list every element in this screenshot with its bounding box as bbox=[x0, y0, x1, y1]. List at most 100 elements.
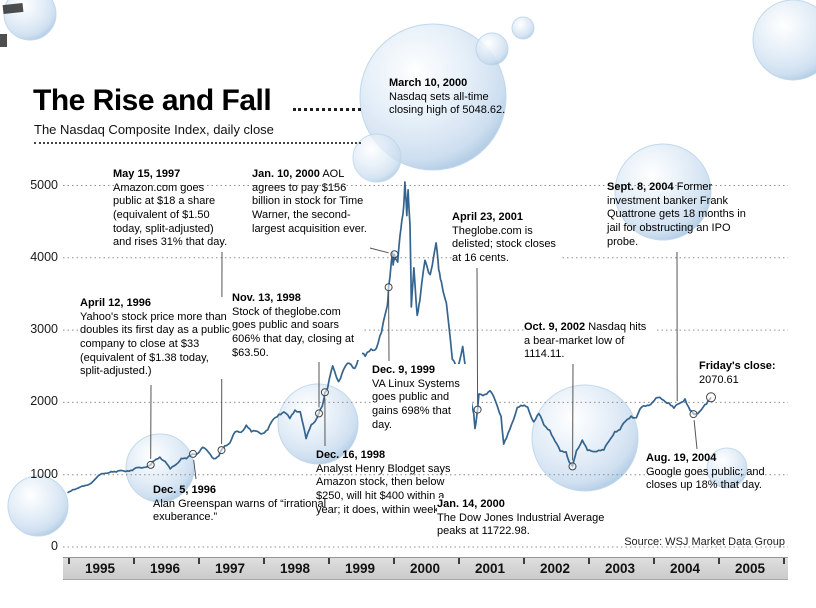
x-tick-mark bbox=[587, 558, 590, 564]
chart-subtitle: The Nasdaq Composite Index, daily close bbox=[34, 122, 274, 137]
event-marker bbox=[146, 460, 155, 469]
annotation-aug-2004: Aug. 19, 2004 Google goes public; and cl… bbox=[646, 452, 786, 493]
bubble-icon bbox=[706, 447, 748, 489]
annotation-date: Jan. 14, 2000 bbox=[437, 498, 505, 510]
x-tick-label: 1997 bbox=[214, 561, 246, 576]
annotation-text: Nasdaq sets all-time closing high of 504… bbox=[389, 90, 506, 117]
bubble-icon bbox=[614, 143, 712, 241]
x-tick-mark bbox=[67, 558, 70, 564]
x-tick-label: 2003 bbox=[604, 561, 636, 576]
annotation-text: 2070.61 bbox=[699, 373, 739, 386]
annotation-mar-10-2000: March 10, 2000 Nasdaq sets all-time clos… bbox=[389, 77, 511, 118]
bubble-icon bbox=[352, 133, 402, 183]
x-tick-mark bbox=[132, 558, 135, 564]
annotation-text: The Dow Jones Industrial Average peaks a… bbox=[437, 511, 605, 538]
x-tick-label: 1998 bbox=[279, 561, 311, 576]
x-tick-mark bbox=[652, 558, 655, 564]
annotation-date: April 12, 1996 bbox=[80, 297, 151, 309]
annotation-jan-14-2000: Jan. 14, 2000 The Dow Jones Industrial A… bbox=[437, 498, 617, 539]
annotation-text: Theglobe.com is delisted; stock closes a… bbox=[452, 224, 556, 264]
x-tick-label: 1999 bbox=[344, 561, 376, 576]
event-connector-line bbox=[193, 459, 197, 480]
x-tick-label: 1996 bbox=[149, 561, 181, 576]
annotation-fridays-close: Friday's close: 2070.61 bbox=[699, 360, 794, 387]
annotation-date: Friday's close: bbox=[699, 360, 776, 372]
x-tick-label: 2001 bbox=[474, 561, 506, 576]
annotation-date: March 10, 2000 bbox=[389, 77, 468, 89]
x-tick-mark bbox=[782, 558, 785, 564]
event-marker bbox=[189, 449, 197, 458]
annotation-may-1997: May 15, 1997 Amazon.com goes public at $… bbox=[113, 168, 233, 250]
annotation-date: Jan. 10, 2000 bbox=[252, 168, 320, 180]
annotation-text: Google goes public; and closes up 18% th… bbox=[646, 465, 765, 492]
annotation-text: VA Linux Systems goes public and gains 6… bbox=[372, 377, 460, 431]
bubble-icon bbox=[359, 23, 507, 171]
annotation-oct-2002: Oct. 9, 2002 Nasdaq hits a bear-market l… bbox=[524, 321, 654, 362]
bubble-icon bbox=[475, 32, 509, 66]
x-tick-mark bbox=[457, 558, 460, 564]
x-tick-label: 2000 bbox=[409, 561, 441, 576]
x-axis-band: 1995 1996 1997 1998 1999 2000 2001 2002 2003 2004… bbox=[63, 557, 788, 580]
annotation-date: April 23, 2001 bbox=[452, 211, 523, 223]
x-tick-mark bbox=[392, 558, 395, 564]
source-credit: Source: WSJ Market Data Group bbox=[624, 536, 785, 548]
bubble-decorations bbox=[3, 0, 816, 537]
annotation-date: Nov. 13, 1998 bbox=[232, 292, 301, 304]
bubble-icon bbox=[511, 16, 535, 40]
annotation-date: Dec. 5, 1996 bbox=[153, 484, 216, 496]
annotation-dec-1999: Dec. 9, 1999 VA Linux Systems goes publi… bbox=[372, 364, 472, 433]
annotation-date: Aug. 19, 2004 bbox=[646, 452, 717, 464]
event-marker bbox=[315, 409, 323, 418]
x-tick-label: 2002 bbox=[539, 561, 571, 576]
annotation-text: Yahoo's stock price more than doubles it… bbox=[80, 310, 230, 378]
annotation-text: Amazon.com goes public at $18 a share (e… bbox=[113, 181, 228, 249]
annotation-date: May 15, 1997 bbox=[113, 168, 181, 180]
x-tick-mark bbox=[522, 558, 525, 564]
event-connector-line bbox=[476, 267, 479, 404]
x-tick-label: 1995 bbox=[84, 561, 116, 576]
annotation-text: Alan Greenspan warns of “irrational exub… bbox=[153, 497, 327, 524]
annotation-date: Dec. 16, 1998 bbox=[316, 449, 386, 461]
event-marker bbox=[320, 388, 329, 397]
annotation-dec-1996: Dec. 5, 1996 Alan Greenspan warns of “ir… bbox=[153, 484, 328, 525]
event-marker bbox=[706, 392, 716, 403]
annotation-apr-2001: April 23, 2001 Theglobe.com is delisted;… bbox=[452, 211, 562, 266]
annotation-text: Nasdaq hits a bear-market low of 1114.11… bbox=[524, 321, 647, 361]
annotation-dec-1998: Dec. 16, 1998 Analyst Henry Blodget says… bbox=[316, 449, 471, 517]
event-connector-line bbox=[369, 247, 389, 254]
x-tick-label: 2005 bbox=[734, 561, 766, 576]
bubble-icon bbox=[277, 383, 359, 465]
annotation-text: Stock of theglobe.com goes public and so… bbox=[232, 305, 355, 359]
bubble-icon bbox=[531, 384, 639, 492]
page-title: The Rise and Fall bbox=[33, 84, 272, 117]
title-dotted-leader bbox=[293, 84, 361, 111]
annotation-sep-2004: Sept. 8, 2004 Former investment banker F… bbox=[607, 181, 755, 249]
x-tick-mark bbox=[327, 558, 330, 564]
x-tick-mark bbox=[197, 558, 200, 564]
event-marker bbox=[473, 405, 482, 414]
subtitle-dotted-rule bbox=[34, 128, 361, 144]
scan-artifact-left-edge bbox=[0, 34, 7, 47]
x-tick-label: 2004 bbox=[669, 561, 701, 576]
annotation-jan-10-2000: Jan. 10, 2000 AOL agrees to pay $156 bil… bbox=[252, 168, 374, 236]
x-tick-mark bbox=[717, 558, 720, 564]
x-tick-mark bbox=[262, 558, 265, 564]
annotation-text: AOL agrees to pay $156 billion in stock … bbox=[252, 168, 367, 235]
event-marker bbox=[217, 446, 226, 455]
annotation-text: Analyst Henry Blodget says Amazon stock,… bbox=[316, 462, 451, 516]
annotation-date: Sept. 8, 2004 bbox=[607, 181, 674, 193]
annotation-apr-1996: April 12, 1996 Yahoo's stock price more … bbox=[80, 297, 230, 379]
event-marker bbox=[689, 410, 698, 419]
bubble-icon bbox=[752, 0, 816, 81]
event-marker bbox=[568, 462, 577, 471]
annotation-text: Former investment banker Frank Quattrone… bbox=[607, 181, 746, 248]
bubble-icon bbox=[125, 433, 195, 503]
annotation-nov-1998: Nov. 13, 1998 Stock of theglobe.com goes… bbox=[232, 292, 362, 361]
annotation-date: Oct. 9, 2002 bbox=[524, 321, 586, 333]
event-marker bbox=[390, 250, 399, 259]
annotation-date: Dec. 9, 1999 bbox=[372, 364, 435, 376]
event-connector-line bbox=[693, 420, 698, 450]
bubble-icon bbox=[7, 475, 69, 537]
